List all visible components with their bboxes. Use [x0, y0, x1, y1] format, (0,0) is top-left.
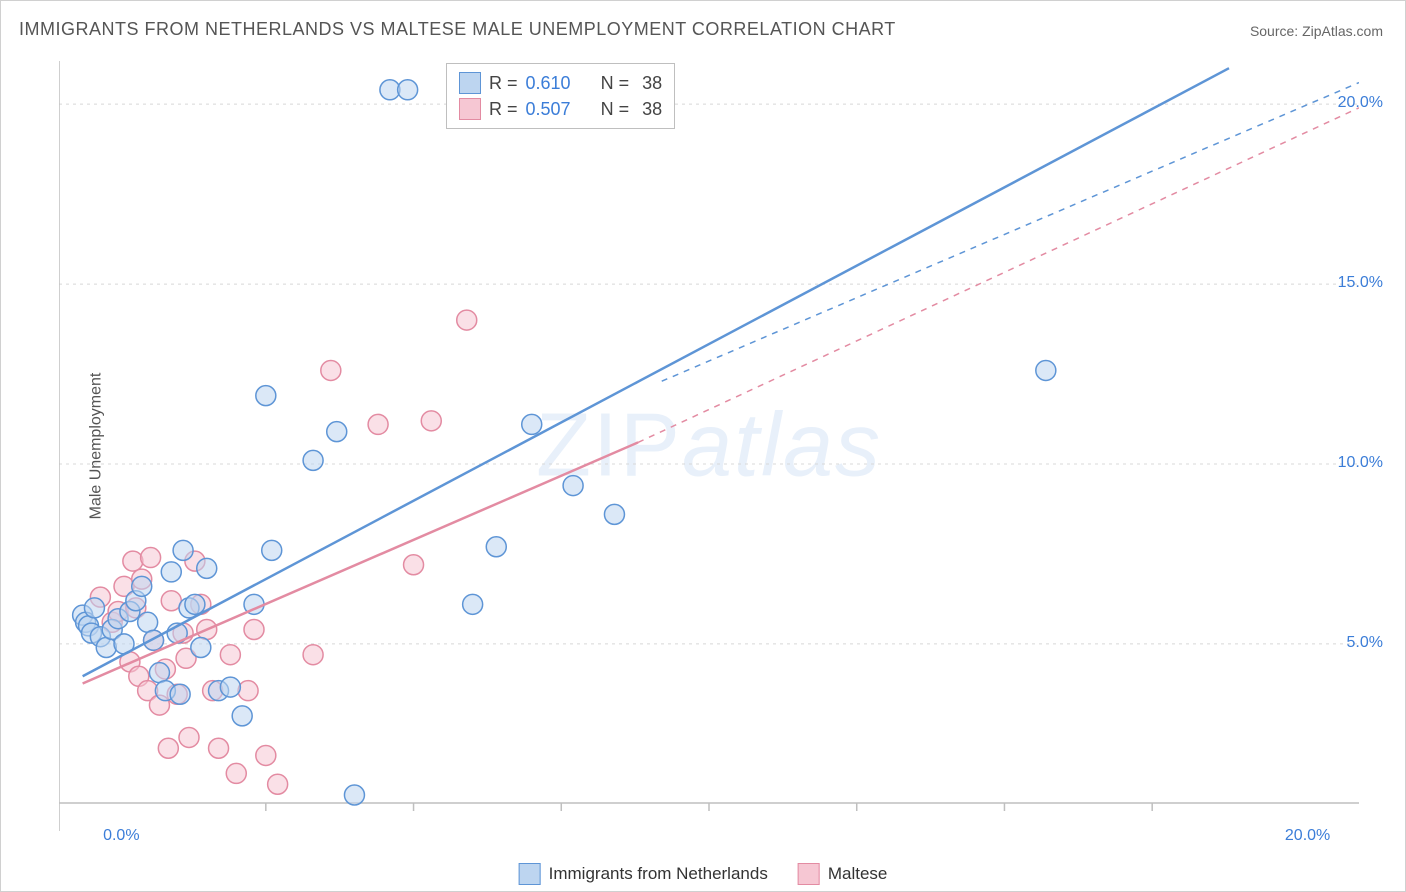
- scatter-point: [486, 537, 506, 557]
- trendline-dash-pink: [638, 108, 1359, 443]
- scatter-point: [256, 386, 276, 406]
- scatter-chart: [59, 61, 1359, 831]
- stats-swatch-blue: [459, 72, 481, 94]
- scatter-point: [268, 774, 288, 794]
- scatter-point: [132, 576, 152, 596]
- y-tick-label: 20.0%: [1338, 94, 1383, 112]
- scatter-point: [158, 738, 178, 758]
- scatter-point: [344, 785, 364, 805]
- stats-r-value: 0.507: [526, 99, 571, 120]
- scatter-point: [220, 645, 240, 665]
- scatter-point: [563, 476, 583, 496]
- legend-label-blue: Immigrants from Netherlands: [549, 864, 768, 884]
- legend-item-pink: Maltese: [798, 863, 888, 885]
- scatter-point: [303, 645, 323, 665]
- scatter-point: [161, 562, 181, 582]
- legend-swatch-blue: [519, 863, 541, 885]
- scatter-point: [179, 727, 199, 747]
- scatter-point: [185, 594, 205, 614]
- chart-container: IMMIGRANTS FROM NETHERLANDS VS MALTESE M…: [0, 0, 1406, 892]
- scatter-point: [84, 598, 104, 618]
- y-tick-label: 10.0%: [1338, 454, 1383, 472]
- scatter-point: [262, 540, 282, 560]
- stats-n-value: 38: [637, 73, 662, 94]
- legend-item-blue: Immigrants from Netherlands: [519, 863, 768, 885]
- scatter-point: [144, 630, 164, 650]
- scatter-point: [463, 594, 483, 614]
- scatter-point: [173, 540, 193, 560]
- trendline-blue: [83, 68, 1229, 676]
- scatter-point: [303, 450, 323, 470]
- scatter-point: [368, 414, 388, 434]
- scatter-point: [421, 411, 441, 431]
- stats-n-label: N =: [601, 99, 630, 120]
- stats-n-label: N =: [601, 73, 630, 94]
- legend-swatch-pink: [798, 863, 820, 885]
- stats-r-label: R =: [489, 73, 518, 94]
- x-tick-label: 20.0%: [1285, 827, 1330, 845]
- stats-n-value: 38: [637, 99, 662, 120]
- scatter-point: [1036, 360, 1056, 380]
- scatter-point: [149, 663, 169, 683]
- scatter-point: [220, 677, 240, 697]
- x-tick-label: 0.0%: [103, 827, 139, 845]
- stats-swatch-pink: [459, 98, 481, 120]
- stats-r-label: R =: [489, 99, 518, 120]
- scatter-point: [141, 548, 161, 568]
- bottom-legend: Immigrants from Netherlands Maltese: [519, 863, 888, 885]
- scatter-point: [226, 763, 246, 783]
- scatter-point: [191, 637, 211, 657]
- scatter-point: [398, 80, 418, 100]
- scatter-point: [138, 612, 158, 632]
- stats-r-value: 0.610: [526, 73, 571, 94]
- source-label: Source: ZipAtlas.com: [1250, 23, 1383, 39]
- scatter-point: [256, 745, 276, 765]
- scatter-point: [457, 310, 477, 330]
- scatter-point: [404, 555, 424, 575]
- scatter-point: [232, 706, 252, 726]
- scatter-point: [123, 551, 143, 571]
- scatter-point: [197, 558, 217, 578]
- scatter-point: [604, 504, 624, 524]
- scatter-point: [170, 684, 190, 704]
- plot-area: ZIPatlas: [59, 61, 1359, 831]
- stats-row-blue: R = 0.610 N = 38: [459, 70, 662, 96]
- correlation-stats-box: R = 0.610 N = 38 R = 0.507 N = 38: [446, 63, 675, 129]
- scatter-point: [209, 738, 229, 758]
- scatter-point: [238, 681, 258, 701]
- y-tick-label: 15.0%: [1338, 274, 1383, 292]
- chart-title: IMMIGRANTS FROM NETHERLANDS VS MALTESE M…: [19, 19, 896, 40]
- y-tick-label: 5.0%: [1347, 634, 1383, 652]
- scatter-point: [96, 637, 116, 657]
- stats-row-pink: R = 0.507 N = 38: [459, 96, 662, 122]
- legend-label-pink: Maltese: [828, 864, 888, 884]
- scatter-point: [327, 422, 347, 442]
- scatter-point: [321, 360, 341, 380]
- scatter-point: [522, 414, 542, 434]
- scatter-point: [244, 620, 264, 640]
- trendline-dash-blue: [662, 83, 1359, 382]
